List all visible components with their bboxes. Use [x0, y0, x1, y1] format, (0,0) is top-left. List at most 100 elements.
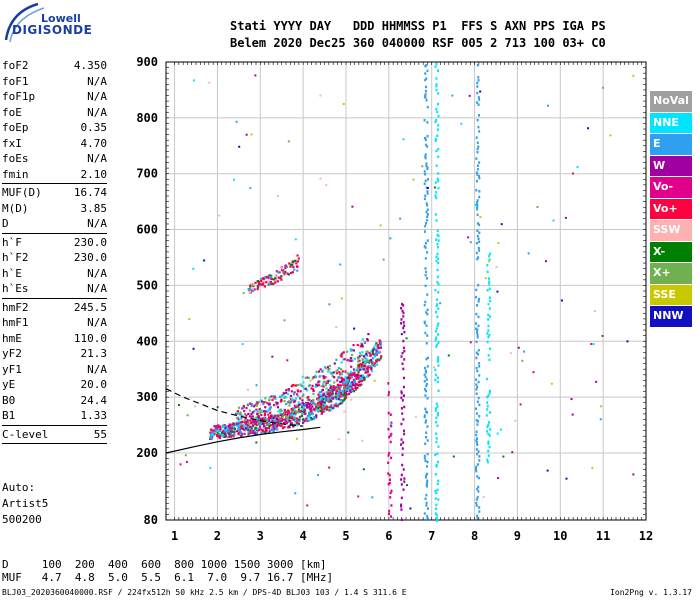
echo-point [328, 406, 331, 409]
echo-streak-point [435, 83, 438, 86]
echo-point [345, 388, 349, 391]
noise-point [469, 341, 472, 344]
echo-point [328, 364, 332, 368]
echo-point [345, 396, 348, 399]
noise-point [350, 398, 353, 401]
echo-streak-point [475, 188, 478, 192]
echo-streak-point [475, 412, 478, 415]
echo-streak-point [476, 234, 479, 238]
echo-point [304, 402, 307, 406]
echo-streak-point [425, 472, 428, 476]
echo-streak-point [476, 304, 479, 307]
noise-point [218, 214, 221, 217]
echo-streak-point [424, 224, 427, 228]
echo-point [274, 281, 277, 284]
noise-point [519, 403, 522, 406]
echo-streak-point [476, 118, 479, 122]
echo-point [362, 355, 366, 358]
noise-point [479, 216, 482, 219]
echo-streak-point [426, 105, 429, 109]
echo-streak-point [425, 162, 428, 165]
echo-point [272, 419, 276, 422]
echo-point [325, 380, 328, 383]
echo-point [317, 398, 320, 401]
noise-point [602, 86, 605, 89]
echo-streak-point [476, 369, 479, 373]
noise-point [544, 260, 547, 263]
echo-streak-point [400, 505, 403, 508]
echo-streak-point [436, 229, 439, 232]
echo-point [218, 436, 222, 440]
echo-streak-point [402, 429, 405, 433]
echo-point [335, 402, 338, 405]
echo-point [285, 388, 288, 392]
echo-streak-point [437, 322, 440, 325]
echo-streak-point [423, 454, 426, 458]
echo-point [274, 419, 278, 423]
echo-point [317, 397, 320, 400]
noise-point [203, 259, 206, 262]
echo-point [352, 390, 356, 393]
echo-point [328, 368, 331, 371]
echo-point [348, 387, 351, 390]
noise-point [571, 413, 574, 416]
echo-point [319, 397, 322, 400]
echo-point [279, 419, 282, 423]
echo-point [285, 415, 288, 418]
echo-streak-point [426, 365, 429, 368]
echo-streak-point [425, 99, 428, 102]
noise-point [361, 439, 364, 442]
echo-point [259, 428, 262, 431]
echo-point [340, 379, 344, 382]
echo-point [256, 402, 259, 405]
echo-streak-point [436, 268, 439, 272]
echo-streak-point [436, 424, 439, 428]
echo-streak-point [403, 480, 406, 483]
echo-point [270, 395, 273, 398]
echo-point [270, 429, 273, 432]
y-tick-label: 700 [136, 167, 158, 181]
echo-point [353, 372, 356, 375]
echo-point [255, 421, 258, 424]
echo-point [342, 358, 345, 361]
echo-streak-point [426, 479, 429, 483]
echo-point [242, 405, 245, 408]
param-row: hmF1 N/A [2, 315, 107, 331]
echo-streak-point [437, 155, 440, 159]
echo-point [256, 280, 260, 283]
legend-entry-vo-: Vo- [650, 177, 692, 198]
param-row: foF2 4.350 [2, 58, 107, 74]
echo-point [269, 275, 272, 278]
echo-point [325, 387, 328, 390]
echo-point [376, 363, 379, 366]
echo-point [367, 361, 371, 365]
echo-point [309, 417, 313, 420]
echo-point [243, 432, 246, 436]
param-name: hmF1 [2, 316, 29, 329]
echo-point [322, 383, 325, 386]
noise-point [319, 94, 322, 97]
echo-point [217, 429, 220, 432]
echo-streak-point [425, 270, 428, 274]
echo-point [305, 404, 309, 407]
echo-point [239, 431, 242, 434]
echo-streak-point [424, 156, 427, 160]
echo-point [338, 371, 341, 374]
echo-point [233, 429, 236, 432]
param-value: N/A [87, 90, 107, 103]
echo-streak-point [475, 407, 478, 410]
echo-point [340, 373, 344, 376]
echo-point [287, 420, 290, 423]
echo-point [292, 399, 295, 402]
echo-point [274, 415, 277, 418]
echo-streak-point [426, 134, 429, 138]
echo-point [355, 369, 359, 372]
echo-point [353, 374, 356, 377]
echo-streak-point [426, 277, 429, 280]
echo-point [360, 383, 363, 386]
echo-point [268, 429, 272, 432]
echo-point [321, 396, 324, 399]
param-value: 24.4 [80, 393, 108, 407]
echo-point [346, 359, 349, 362]
x-tick-label: 1 [171, 529, 178, 543]
